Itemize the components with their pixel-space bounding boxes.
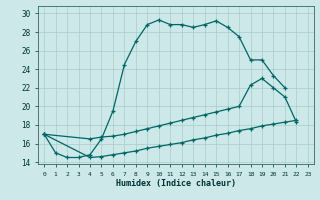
X-axis label: Humidex (Indice chaleur): Humidex (Indice chaleur) <box>116 179 236 188</box>
